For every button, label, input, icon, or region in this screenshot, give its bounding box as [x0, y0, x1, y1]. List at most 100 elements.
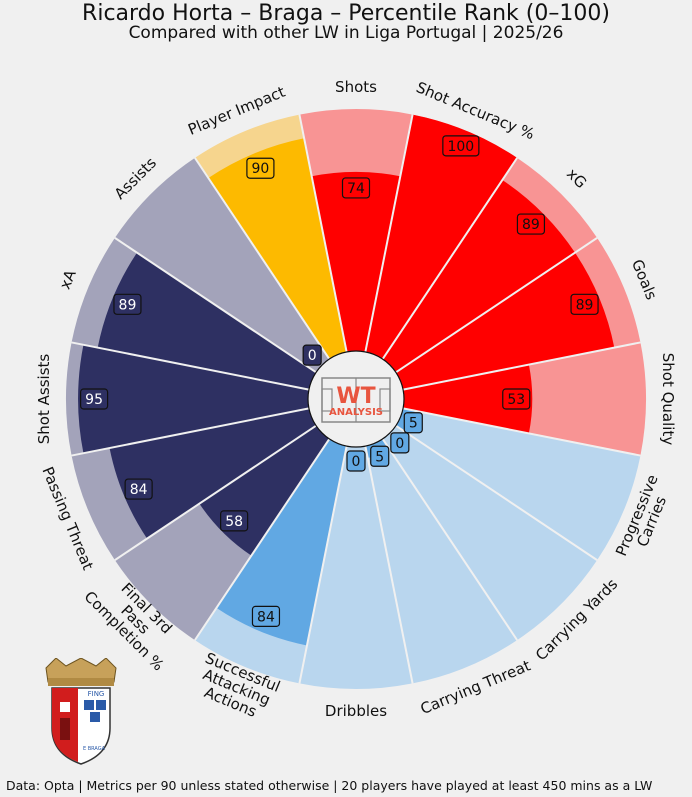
value-label-text: 84	[130, 482, 148, 498]
segment-bg-progressive-carries	[395, 408, 641, 561]
value-label-text: 0	[395, 436, 404, 452]
bar-shots	[311, 171, 401, 352]
category-label-shot-assists: Shot Assists	[35, 354, 53, 445]
value-label-box	[251, 605, 281, 627]
value-label-box	[346, 450, 366, 472]
bar-passing-threat	[109, 408, 317, 539]
value-label-text: 5	[375, 449, 384, 465]
value-label-player-impact: 90	[246, 157, 275, 179]
category-label-successful-attacking-actions: SuccessfulAttackingActions	[190, 649, 282, 726]
value-label-shot-quality: 53	[502, 388, 531, 410]
divider-line	[381, 157, 518, 360]
value-label-box	[442, 135, 480, 157]
bar-shot-accuracy	[365, 114, 518, 360]
value-label-dribbles: 0	[346, 450, 366, 472]
value-label-successful-attacking-actions: 84	[251, 605, 281, 627]
divider-line	[298, 114, 348, 353]
category-label-line: Shot Assists	[35, 354, 53, 445]
value-label-box	[79, 388, 109, 410]
value-label-xa: 89	[113, 293, 142, 315]
divider-line	[364, 114, 414, 353]
segment-dividers	[71, 114, 641, 684]
category-label-shots: Shots	[335, 78, 377, 96]
value-label-box	[570, 293, 599, 315]
divider-line	[114, 424, 317, 561]
category-label-xg: xG	[563, 165, 590, 192]
divider-line	[114, 237, 317, 374]
value-label-text: 84	[257, 609, 275, 625]
value-label-box	[341, 177, 371, 199]
value-label-shots: 74	[341, 177, 371, 199]
chart-subtitle: Compared with other LW in Liga Portugal …	[128, 23, 564, 43]
divider-line	[298, 445, 348, 684]
divider-line	[395, 424, 598, 561]
category-label-dribbles: Dribbles	[325, 702, 387, 720]
value-label-text: 0	[308, 348, 317, 364]
value-label-assists: 0	[302, 344, 322, 366]
bar-goals	[395, 252, 615, 390]
value-label-box	[403, 412, 423, 434]
value-label-box	[246, 157, 275, 179]
logo-text-analysis: ANALYSIS	[329, 407, 383, 418]
category-label-shot-quality: Shot Quality	[659, 353, 677, 446]
category-label-line: Shot Quality	[659, 353, 677, 446]
value-label-box	[113, 293, 142, 315]
divider-line	[402, 407, 641, 457]
bar-player-impact	[208, 138, 347, 360]
value-label-text: 89	[119, 297, 137, 313]
category-label-line: Goals	[628, 257, 661, 303]
value-label-goals: 89	[570, 293, 599, 315]
chart-footer: Data: Opta | Metrics per 90 unless state…	[6, 778, 653, 793]
value-label-text: 89	[576, 297, 594, 313]
crest-text: FING	[88, 690, 105, 698]
divider-line	[402, 341, 641, 391]
value-label-progressive-carries: 5	[403, 412, 423, 434]
value-label-text: 74	[347, 181, 365, 197]
category-label-line: Shots	[335, 78, 377, 96]
value-label-text: 5	[409, 416, 418, 432]
divider-line	[194, 438, 331, 641]
value-label-text: 100	[447, 139, 474, 155]
crest-subtext: E BRAGA	[83, 746, 106, 752]
segment-bg-carrying-yards	[382, 425, 598, 641]
value-label-box	[502, 388, 531, 410]
value-label-xg: 89	[516, 213, 546, 235]
bar-xa	[97, 252, 317, 390]
segment-bg-carrying-threat	[365, 438, 518, 684]
divider-line	[395, 237, 598, 374]
segment-bg-assists	[114, 157, 330, 373]
divider-line	[71, 407, 310, 457]
value-label-box	[220, 510, 249, 532]
value-label-shot-assists: 95	[79, 388, 109, 410]
divider-line	[194, 157, 331, 360]
category-label-xa: xA	[56, 267, 80, 292]
value-label-text: 0	[352, 454, 361, 470]
category-label-line: xA	[56, 267, 80, 292]
value-label-text: 53	[507, 392, 525, 408]
value-label-box	[390, 432, 410, 454]
value-label-shot-accuracy: 100	[442, 135, 480, 157]
bar-successful-attacking-actions	[216, 438, 347, 646]
value-label-box	[302, 344, 322, 366]
divider-line	[364, 445, 414, 684]
divider-line	[71, 341, 310, 391]
bar-shot-quality	[403, 364, 533, 434]
category-label-goals: Goals	[628, 257, 661, 303]
logo-text-wt: WT	[336, 384, 375, 409]
chart-title: Ricardo Horta – Braga – Percentile Rank …	[82, 1, 610, 26]
center-logo: WT ANALYSIS	[307, 350, 405, 448]
bar-shot-assists	[78, 344, 309, 454]
value-label-box	[124, 478, 153, 500]
value-label-box	[516, 213, 546, 235]
value-label-carrying-threat: 5	[370, 445, 390, 467]
segment-bg-dribbles	[299, 446, 413, 689]
value-label-text: 89	[522, 217, 540, 233]
category-label-line: Dribbles	[325, 702, 387, 720]
divider-line	[381, 438, 518, 641]
value-label-text: 95	[85, 392, 103, 408]
value-label-box	[370, 445, 390, 467]
value-label-text: 58	[225, 514, 243, 530]
value-label-final-3rd-pass-completion: 58	[220, 510, 249, 532]
